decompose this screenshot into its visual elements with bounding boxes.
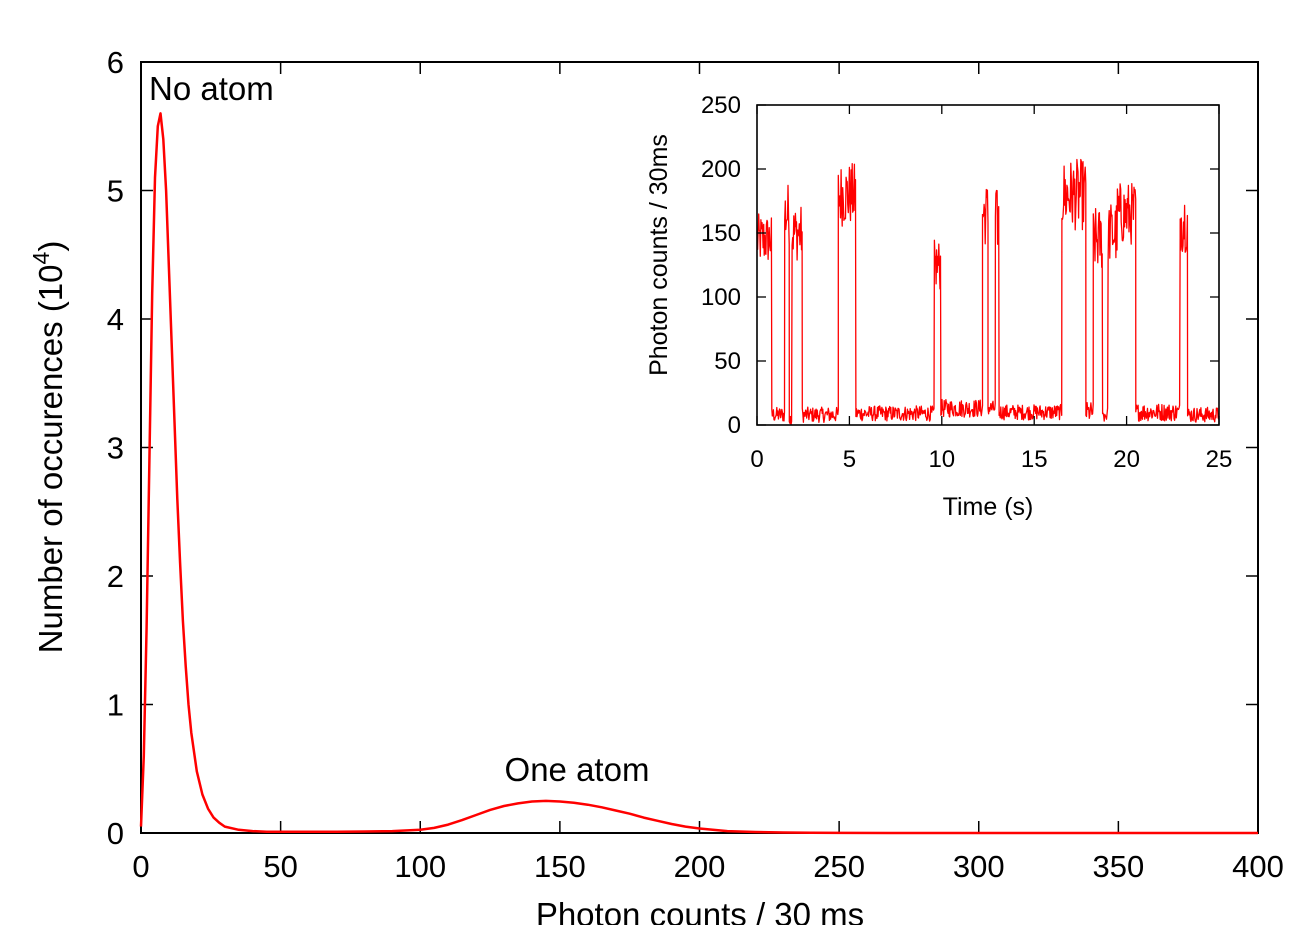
inset-y-tick-label: 50 <box>714 348 741 375</box>
inset-y-tick-label: 150 <box>701 220 741 247</box>
inset-series <box>756 158 1220 426</box>
main-series-line <box>139 112 1258 835</box>
main-x-tick-label: 0 <box>132 849 149 884</box>
inset-x-tick-label: 25 <box>1206 446 1233 473</box>
main-x-tick-label: 300 <box>953 849 1005 884</box>
inset-x-axis-label: Time (s) <box>943 493 1034 521</box>
inset-series-line <box>756 158 1220 426</box>
main-x-tick-label: 150 <box>534 849 586 884</box>
main-y-axis-label-close: ) <box>32 241 69 252</box>
inset-x-ticks: 0 5 10 15 20 25 <box>750 105 1232 473</box>
main-y-tick-label: 2 <box>107 559 124 594</box>
inset-y-tick-label: 250 <box>701 92 741 119</box>
main-x-tick-label: 200 <box>674 849 726 884</box>
main-x-ticks: 0 50 100 150 200 250 300 350 400 <box>132 62 1284 884</box>
main-x-tick-label: 350 <box>1093 849 1145 884</box>
inset-x-tick-label: 5 <box>843 446 856 473</box>
inset-plot: 0 5 10 15 20 25 0 50 100 150 200 250 Time (s) Phot… <box>645 92 1232 521</box>
main-y-tick-label: 1 <box>107 688 124 723</box>
inset-y-tick-label: 0 <box>728 412 741 439</box>
main-y-ticks: 0 1 2 3 4 5 6 <box>107 45 1258 851</box>
inset-x-tick-label: 10 <box>928 446 955 473</box>
inset-plot-frame <box>756 104 1220 426</box>
inset-y-tick-label: 100 <box>701 284 741 311</box>
main-y-axis-label: Number of occurences (104) <box>28 241 69 654</box>
main-y-tick-label: 0 <box>107 816 124 851</box>
main-x-axis-label: Photon counts / 30 ms <box>536 896 864 925</box>
main-x-tick-label: 400 <box>1232 849 1284 884</box>
main-y-tick-label: 3 <box>107 431 124 466</box>
inset-y-tick-label: 200 <box>701 156 741 183</box>
inset-x-tick-label: 20 <box>1113 446 1140 473</box>
main-x-tick-label: 100 <box>394 849 446 884</box>
main-y-axis-label-exponent: 4 <box>28 251 54 264</box>
main-x-tick-label: 50 <box>263 849 297 884</box>
inset-y-ticks: 0 50 100 150 200 250 <box>701 92 1219 439</box>
inset-y-axis-label: Photon counts / 30ms <box>645 134 673 376</box>
annotation-no-atom: No atom <box>149 70 274 107</box>
main-y-tick-label: 6 <box>107 45 124 80</box>
inset-x-tick-label: 15 <box>1021 446 1048 473</box>
inset-x-tick-label: 0 <box>750 446 763 473</box>
main-y-tick-label: 5 <box>107 174 124 209</box>
annotation-one-atom: One atom <box>505 751 650 788</box>
main-x-tick-label: 250 <box>813 849 865 884</box>
main-y-axis-label-text: Number of occurences (10 <box>32 264 69 653</box>
main-y-tick-label: 4 <box>107 302 124 337</box>
